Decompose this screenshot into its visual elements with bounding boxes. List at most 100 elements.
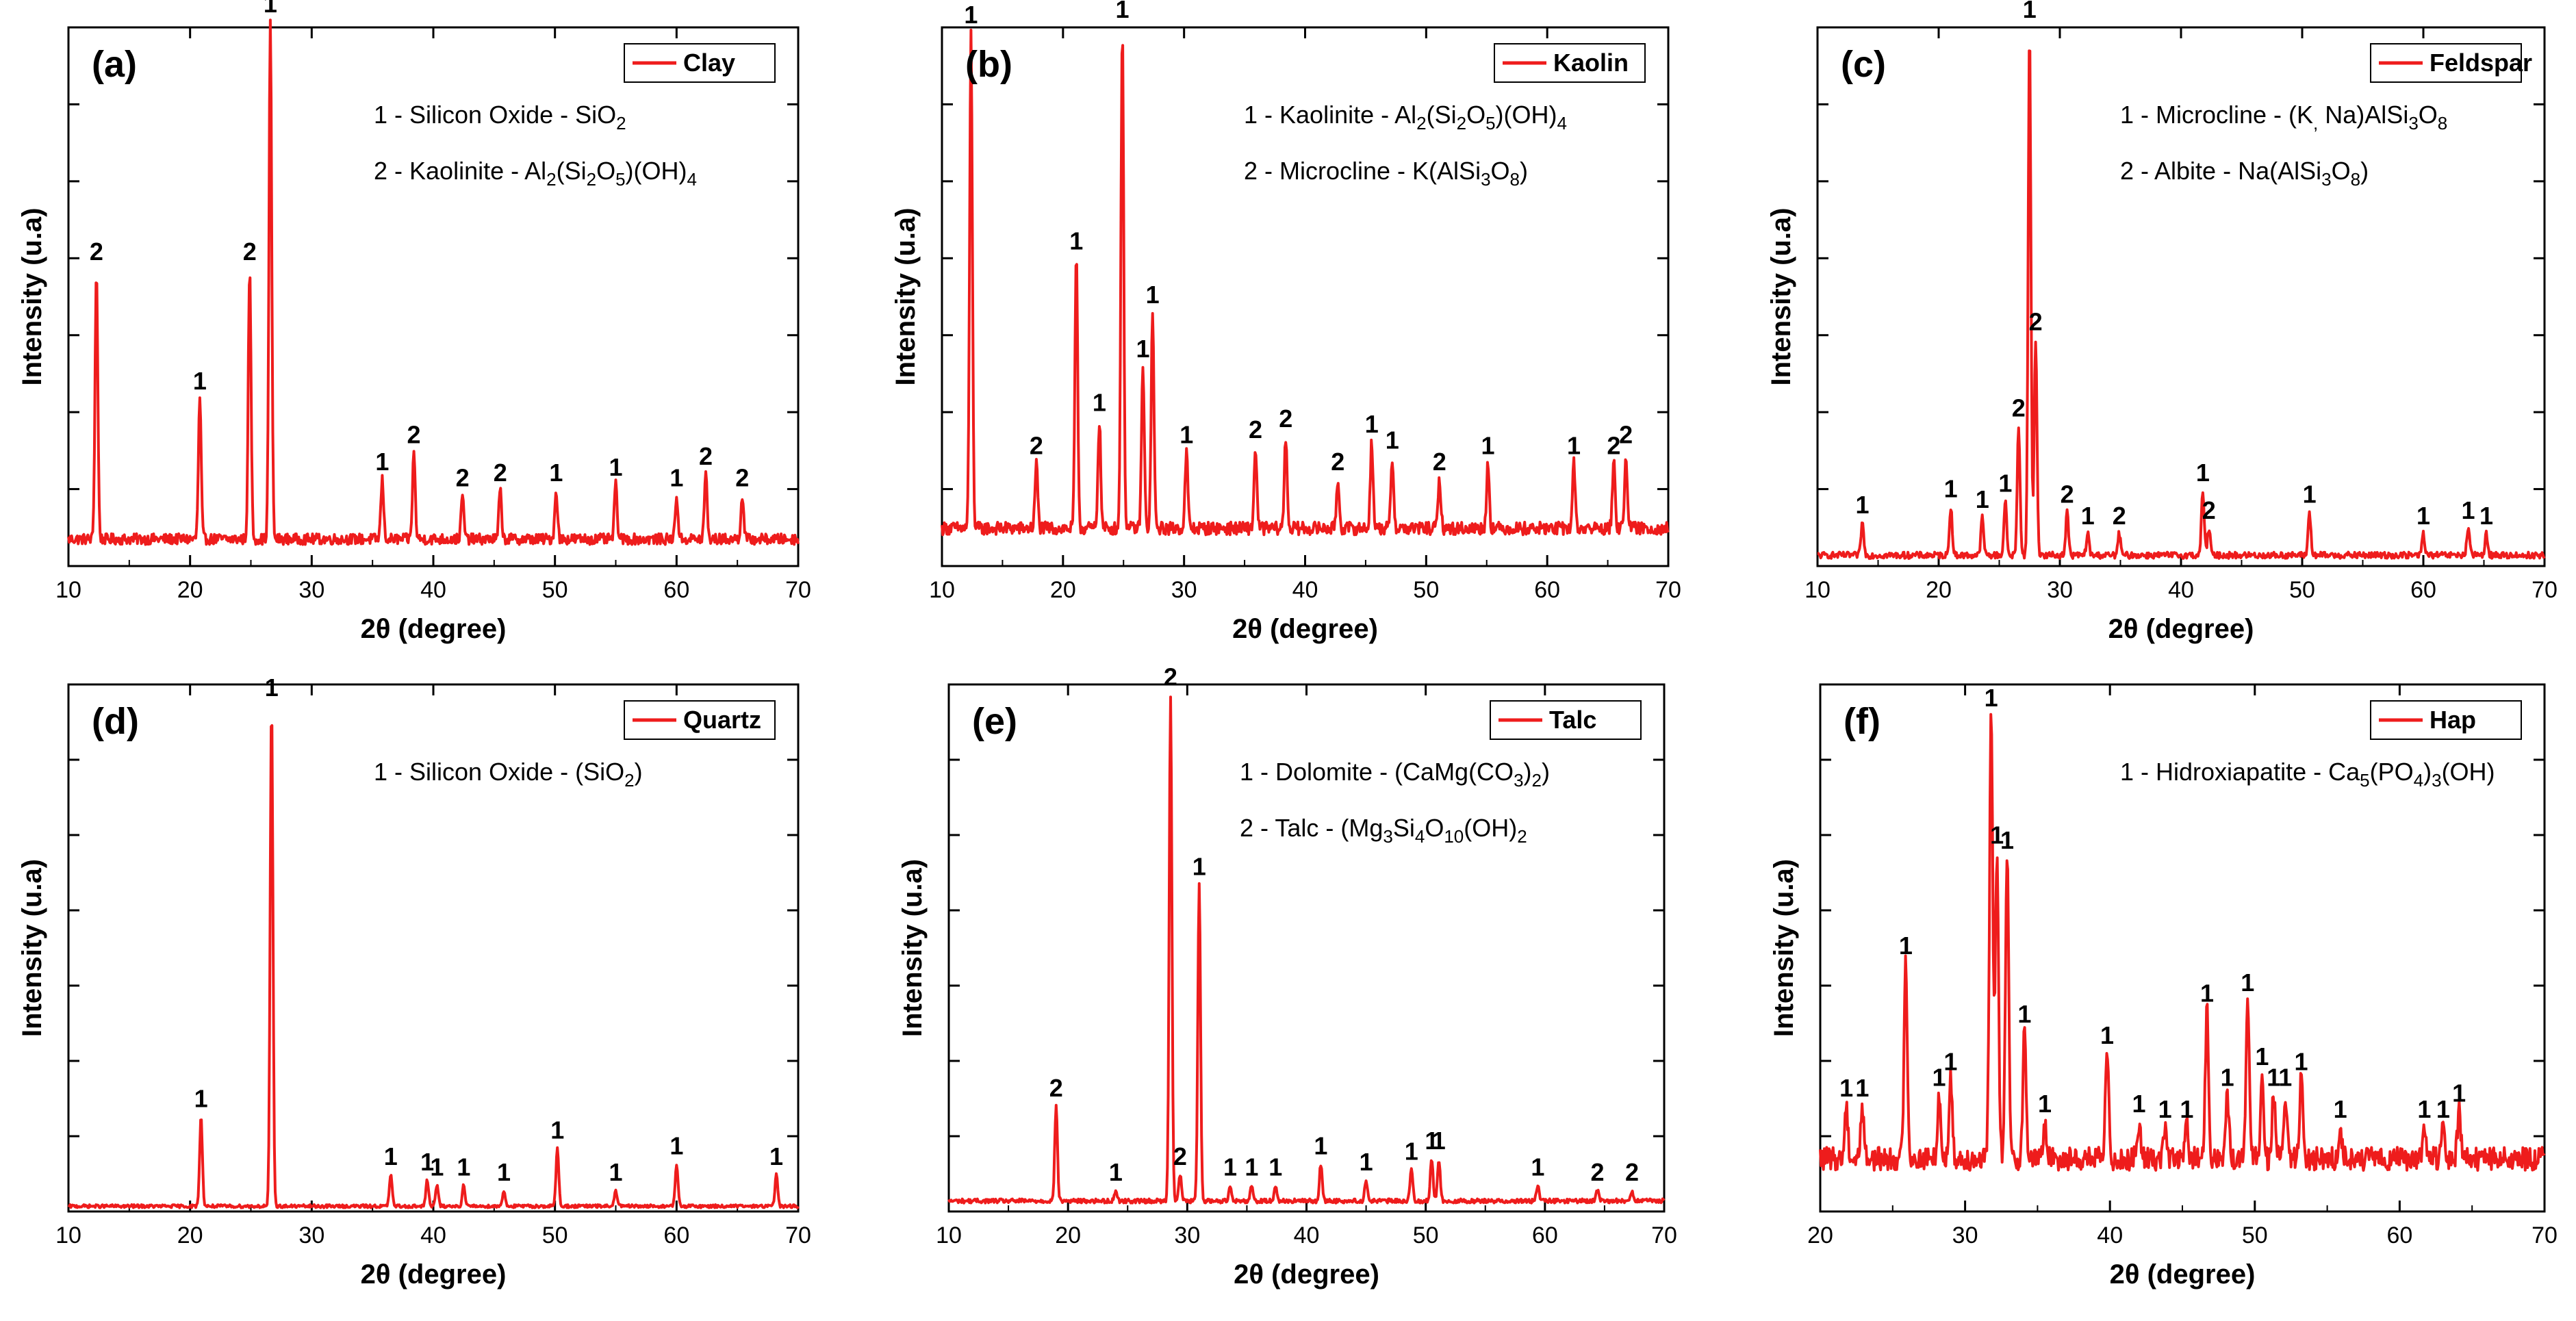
formula-annotation: 1 - Dolomite - (CaMg(CO3)2) xyxy=(1240,758,1550,791)
x-tick-label: 50 xyxy=(542,577,568,603)
x-tick-label: 50 xyxy=(2289,577,2315,603)
peak-label: 1 xyxy=(1932,1064,1946,1092)
peak-label: 2 xyxy=(243,238,257,266)
x-tick-label: 50 xyxy=(1413,1222,1439,1248)
peak-label: 1 xyxy=(669,464,683,492)
x-tick-label: 20 xyxy=(1055,1222,1081,1248)
diffraction-trace xyxy=(941,28,1670,537)
peak-label: 1 xyxy=(2038,1090,2052,1118)
formula-annotation: 2 - Kaolinite - Al2(Si2O5)(OH)4 xyxy=(374,157,697,190)
formula-annotation: 2 - Microcline - K(AlSi3O8) xyxy=(1244,157,1528,190)
peak-label: 2 xyxy=(90,238,103,266)
x-axis-title: 2θ (degree) xyxy=(361,614,507,644)
x-tick-label: 60 xyxy=(2386,1222,2412,1248)
peak-label: 1 xyxy=(609,1158,622,1186)
peak-label: 1 xyxy=(1425,1127,1438,1155)
x-tick-label: 60 xyxy=(2410,577,2436,603)
xrd-panel-a: 10 20 30 40 50 60 70 2θ (degree) Intensity (u.a)… xyxy=(17,0,811,644)
peak-label: 1 xyxy=(1386,426,1399,454)
peak-label: 1 xyxy=(1360,1148,1373,1176)
peak-label: 2 xyxy=(735,464,749,492)
x-tick-label: 70 xyxy=(1651,1222,1677,1248)
peak-label: 2 xyxy=(456,464,470,492)
legend-label: Talc xyxy=(1549,706,1596,734)
peak-label: 1 xyxy=(1179,421,1193,449)
peak-label: 1 xyxy=(1109,1158,1123,1186)
peak-label: 1 xyxy=(2461,496,2475,524)
peak-label: 1 xyxy=(609,453,622,481)
diffraction-trace xyxy=(947,695,1666,1205)
peak-label: 2 xyxy=(1164,663,1177,691)
peak-label: 1 xyxy=(2417,1095,2431,1123)
peak-label: 1 xyxy=(2200,979,2214,1007)
x-tick-label: 70 xyxy=(2532,1222,2558,1248)
peak-label: 1 xyxy=(1245,1153,1258,1181)
peak-label: 2 xyxy=(1331,448,1344,476)
peak-label: 1 xyxy=(2303,480,2317,508)
peak-label: 1 xyxy=(2436,1095,2450,1123)
x-tick-label: 70 xyxy=(1655,577,1681,603)
x-tick-label: 30 xyxy=(1171,577,1197,603)
peak-label: 1 xyxy=(2294,1048,2308,1076)
peak-label: 1 xyxy=(1944,474,1958,502)
peak-label: 1 xyxy=(1990,821,2004,849)
peak-label: 2 xyxy=(2202,496,2216,524)
peak-label: 2 xyxy=(1625,1158,1639,1186)
peak-label: 2 xyxy=(1619,421,1633,449)
x-tick-label: 40 xyxy=(2097,1222,2123,1248)
panel-label: (b) xyxy=(965,44,1012,85)
peak-label: 1 xyxy=(964,1,978,29)
peak-label: 2 xyxy=(2113,502,2126,530)
x-tick-label: 60 xyxy=(1532,1222,1558,1248)
legend-label: Kaolin xyxy=(1553,49,1629,77)
peak-label: 2 xyxy=(699,442,713,470)
panel-label: (d) xyxy=(92,701,139,742)
peak-label: 1 xyxy=(1899,932,1913,960)
peak-label: 1 xyxy=(2479,502,2493,530)
x-tick-label: 10 xyxy=(55,577,81,603)
peak-label: 1 xyxy=(375,448,389,476)
peak-label: 1 xyxy=(1223,1153,1237,1181)
peak-label: 1 xyxy=(497,1158,511,1186)
peak-label: 1 xyxy=(2278,1064,2292,1092)
peak-label: 1 xyxy=(1432,1127,1446,1155)
peak-label: 1 xyxy=(2241,969,2254,997)
x-axis-title: 2θ (degree) xyxy=(2108,614,2254,644)
legend-label: Hap xyxy=(2430,706,2476,734)
legend-label: Feldspar xyxy=(2430,49,2532,77)
peak-label: 2 xyxy=(2061,480,2074,508)
x-tick-label: 50 xyxy=(1413,577,1439,603)
peak-label: 1 xyxy=(2196,459,2210,487)
x-tick-label: 50 xyxy=(542,1222,568,1248)
peak-label: 2 xyxy=(494,459,507,487)
xrd-panel-e: 10 20 30 40 50 60 70 2θ (degree) Intensity (u.a)… xyxy=(897,663,1677,1290)
x-tick-label: 20 xyxy=(1050,577,1076,603)
peak-label: 1 xyxy=(1405,1137,1418,1165)
panel-label: (c) xyxy=(1841,44,1886,85)
peak-label: 1 xyxy=(430,1153,444,1181)
peak-label: 1 xyxy=(2180,1095,2193,1123)
x-tick-label: 40 xyxy=(420,1222,446,1248)
peak-label: 1 xyxy=(1314,1132,1327,1160)
y-axis-title: Intensity (u.a) xyxy=(891,207,921,385)
peak-label: 1 xyxy=(1855,1074,1869,1102)
xrd-panel-d: 10 20 30 40 50 60 70 2θ (degree) Intensity (u.a)… xyxy=(17,674,811,1290)
x-tick-label: 20 xyxy=(177,1222,203,1248)
peak-label: 2 xyxy=(1249,415,1262,444)
peak-label: 2 xyxy=(1279,405,1292,433)
peak-label: 1 xyxy=(1943,1048,1957,1076)
formula-annotation: 1 - Hidroxiapatite - Ca5(PO4)3(OH) xyxy=(2120,758,2495,791)
x-tick-label: 60 xyxy=(663,577,689,603)
peak-label: 2 xyxy=(1173,1142,1187,1170)
formula-annotation: 1 - Silicon Oxide - (SiO2) xyxy=(374,758,643,791)
peak-label: 1 xyxy=(1839,1074,1853,1102)
x-tick-label: 30 xyxy=(2047,577,2073,603)
peak-label: 1 xyxy=(2081,502,2095,530)
peak-label: 1 xyxy=(2100,1021,2114,1049)
peak-label: 1 xyxy=(2334,1095,2347,1123)
x-tick-label: 60 xyxy=(663,1222,689,1248)
peak-label: 1 xyxy=(1365,410,1379,438)
peak-label: 1 xyxy=(1855,491,1869,519)
